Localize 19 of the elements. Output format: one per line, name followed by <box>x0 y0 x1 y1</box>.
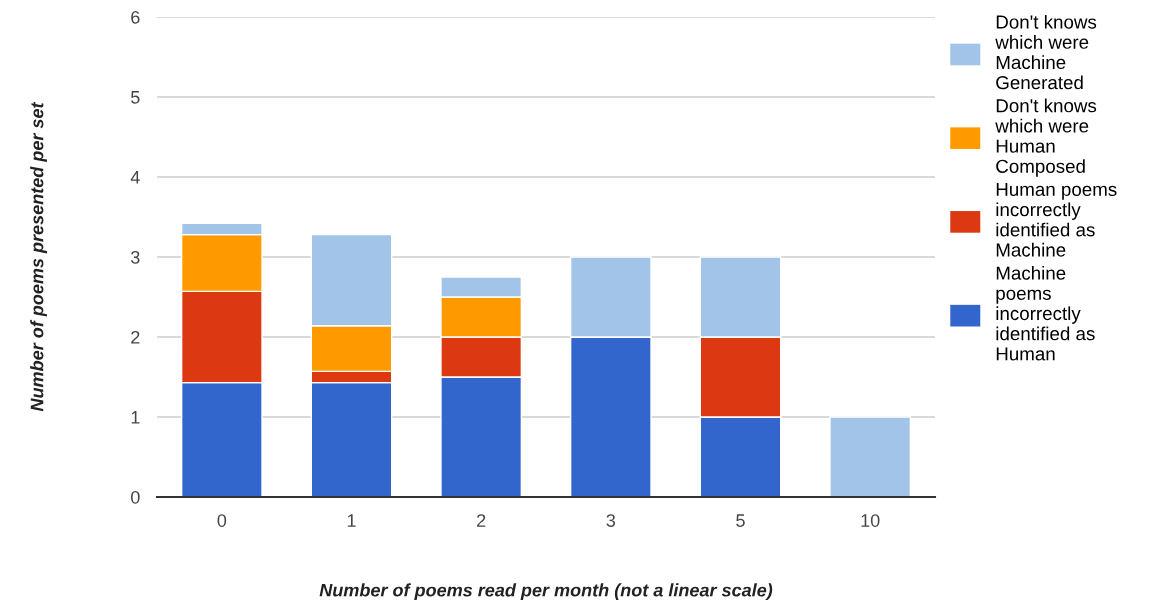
x-tick-label: 10 <box>861 514 880 527</box>
legend-label: Don't knows which were Human Composed <box>995 98 1097 177</box>
y-tick-label: 3 <box>130 250 140 264</box>
x-tick-label: 0 <box>217 514 227 527</box>
y-tick-label: 2 <box>131 330 140 344</box>
y-tick-label: 0 <box>131 490 140 504</box>
x-tick-label: 2 <box>477 514 486 527</box>
legend-label: Don't knows which were Machine Generated <box>995 14 1097 90</box>
y-tick-label: 6 <box>131 10 140 24</box>
x-tick-label: 1 <box>347 514 356 527</box>
x-axis-title: Number of poems read per month (not a linear scale) <box>319 583 773 601</box>
y-tick-label: 5 <box>131 91 140 104</box>
y-axis-title: Number of poems presented per set <box>30 101 47 412</box>
y-tick-label: 4 <box>130 171 140 184</box>
legend-label: Human poems incorrectly identified as Machine <box>996 182 1117 257</box>
x-tick-label: 3 <box>606 514 616 527</box>
x-tick-label: 5 <box>736 514 745 527</box>
y-tick-label: 1 <box>131 411 140 424</box>
legend-label: Machine poems incorrectly identified as Human <box>996 265 1095 361</box>
